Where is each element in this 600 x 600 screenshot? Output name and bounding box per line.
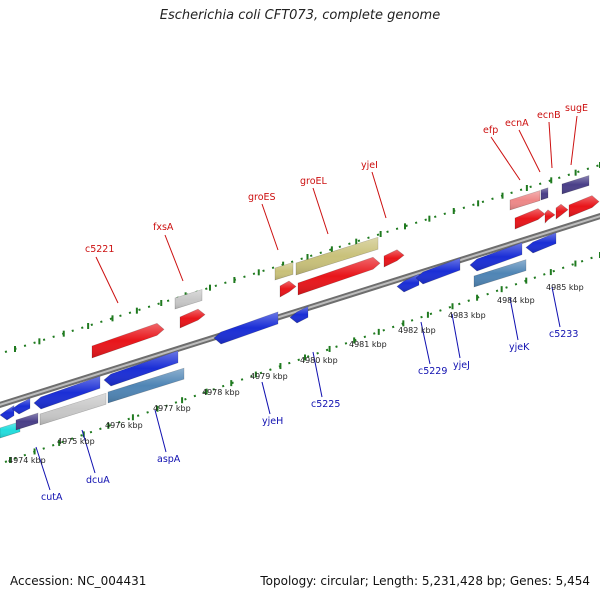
gene-yjeK-steel-shade: [474, 259, 526, 287]
gene-label-yjeJ[interactable]: yjeJ: [453, 360, 470, 371]
gene-fxsA-arrow-shade: [180, 309, 205, 328]
gene-label-c5233[interactable]: c5233: [549, 329, 578, 340]
leader-line: [451, 313, 461, 359]
leader-line: [490, 136, 521, 181]
gene-cyan-block-shade: [0, 421, 20, 438]
gene-label-yjeI[interactable]: yjeI: [361, 160, 378, 171]
gene-label-c5225[interactable]: c5225: [311, 399, 340, 410]
gene-c5229-block-shade: [397, 274, 419, 292]
tick-label: 4976 kbp: [105, 421, 143, 430]
leader-line: [95, 256, 119, 304]
gene-label-yjeK[interactable]: yjeK: [509, 342, 530, 353]
leader-line: [81, 429, 96, 474]
leader-line: [261, 381, 271, 415]
gene-sugE-arrow-shade: [556, 204, 568, 219]
leader-line: [570, 115, 578, 166]
gene-label-groEL[interactable]: groEL: [300, 176, 328, 187]
gene-label-c5229[interactable]: c5229: [418, 366, 447, 377]
gene-groEL-block-shade: [296, 237, 378, 275]
tick-label: 4981 kbp: [349, 340, 387, 349]
tick-label: 4982 kbp: [398, 326, 436, 335]
genome-summary: Topology: circular; Length: 5,231,428 bp…: [260, 574, 590, 588]
leader-line: [548, 121, 553, 169]
gene-label-efp[interactable]: efp: [483, 125, 498, 136]
gene-efp-block-shade: [510, 190, 540, 210]
tick-label: 4985 kbp: [546, 283, 584, 292]
gene-yjeK-rev-shade: [470, 242, 522, 271]
gene-groEL-arrow-shade: [298, 257, 380, 295]
kbp-tick-labels: 4974 kbp 4975 kbp 4976 kbp 4977 kbp 4978…: [8, 283, 584, 465]
leader-line: [261, 203, 279, 251]
tick-label: 4975 kbp: [57, 437, 95, 446]
gene-label-fxsA[interactable]: fxsA: [153, 222, 174, 233]
gene-dcuA-rev-shade: [34, 376, 100, 409]
tick-label: 4983 kbp: [448, 311, 486, 320]
accession-text: Accession: NC_004431: [10, 574, 147, 588]
gene-label-groES[interactable]: groES: [248, 192, 276, 203]
gene-label-ecnB[interactable]: ecnB: [537, 110, 561, 121]
leader-line: [164, 234, 184, 282]
genome-title: Escherichia coli CFT073, complete genome: [159, 8, 441, 23]
gene-yjeJ-block-shade: [416, 258, 460, 284]
lower-guide: [4, 252, 600, 463]
gene-navy-small-shade: [16, 413, 38, 430]
gene-groES-block-shade: [275, 262, 293, 280]
leader-line: [518, 129, 541, 173]
gene-label-c5221[interactable]: c5221: [85, 244, 114, 255]
upper-guide: [4, 162, 600, 353]
gene-label-yjeH[interactable]: yjeH: [262, 416, 283, 427]
gene-cutA-block-shade: [12, 398, 30, 414]
gene-aspA-rev-shade: [104, 350, 178, 386]
gene-c5233-block-shade: [526, 232, 556, 253]
gene-ecnA-block-shade: [541, 187, 548, 200]
gene-efp-arrow-shade: [515, 208, 545, 229]
tick-label: 4978 kbp: [202, 388, 240, 397]
tick-label: 4984 kbp: [497, 296, 535, 305]
gene-dcuA-grey-shade: [40, 393, 106, 425]
leader-line: [154, 409, 167, 453]
gene-label-aspA[interactable]: aspA: [157, 454, 181, 465]
gene-aspA-steel-shade: [108, 368, 184, 403]
leader-line: [312, 187, 329, 235]
gene-c5221-block-shade: [92, 323, 164, 358]
leader-line: [551, 286, 561, 328]
leader-line: [509, 297, 519, 341]
leader-line: [312, 351, 323, 398]
gene-c5225-block-shade: [290, 306, 308, 323]
leader-line: [371, 171, 387, 219]
gene-label-dcuA[interactable]: dcuA: [86, 475, 110, 486]
gene-edge-left-1-shade: [0, 405, 14, 420]
tick-label: 4974 kbp: [8, 456, 46, 465]
gene-groES-arrow-shade: [280, 280, 296, 297]
tick-label: 4980 kbp: [300, 356, 338, 365]
feature-blocks: [0, 175, 600, 439]
gene-yjeI-block-shade: [384, 249, 404, 267]
gene-fxsA-block-shade: [175, 289, 202, 309]
gene-sugE-navy-shade: [562, 175, 589, 194]
gene-yjeH-rev-shade: [214, 311, 278, 344]
leader-line: [35, 446, 51, 491]
tick-label: 4977 kbp: [153, 404, 191, 413]
gene-label-cutA[interactable]: cutA: [41, 492, 63, 503]
gene-ecnB-arrow-shade: [545, 209, 555, 223]
gene-edge-arrow-shade: [569, 195, 599, 217]
gene-label-sugE[interactable]: sugE: [565, 103, 588, 114]
gene-label-ecnA[interactable]: ecnA: [505, 118, 529, 129]
tick-label: 4979 kbp: [250, 372, 288, 381]
leader-line: [420, 321, 431, 365]
